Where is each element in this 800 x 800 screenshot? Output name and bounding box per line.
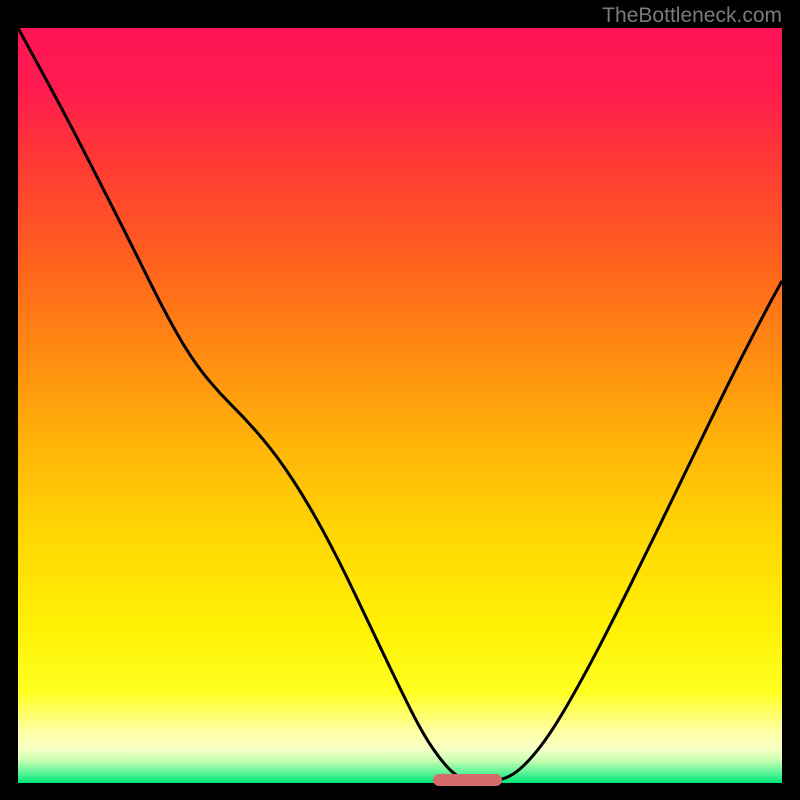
bottleneck-curve [18, 28, 782, 783]
optimal-range-marker [433, 774, 502, 787]
watermark-text: TheBottleneck.com [602, 4, 782, 28]
bottleneck-chart [18, 28, 782, 783]
